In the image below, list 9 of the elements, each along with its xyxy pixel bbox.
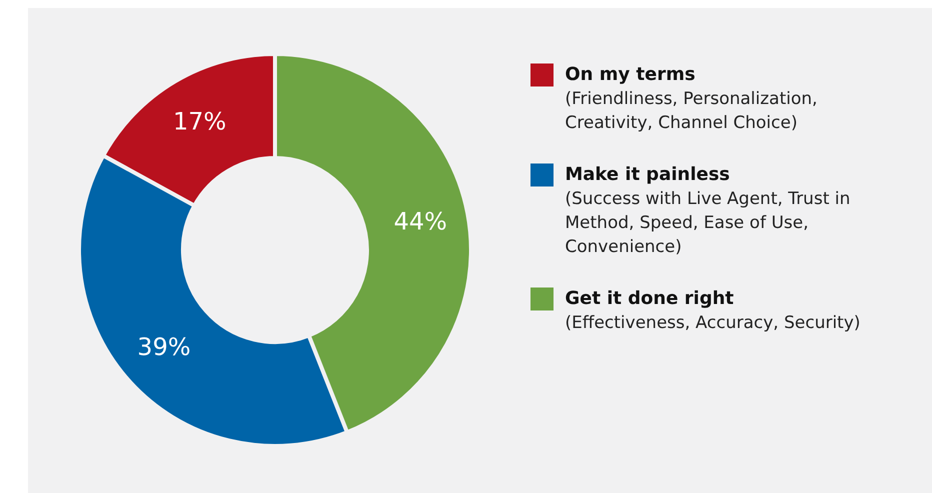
data-label: 39% <box>137 332 191 361</box>
text: (Effectiveness, Accuracy, Security) <box>565 313 860 333</box>
data-label: 44% <box>394 207 448 236</box>
legend-label: Get it done right <box>565 288 734 309</box>
data-label: 17% <box>172 108 226 136</box>
legend-label: On my terms <box>565 64 696 85</box>
legend-label: Make it painless <box>565 164 730 185</box>
text: (Friendliness, Personalization, Creativity, Channel Choice) <box>565 89 818 133</box>
text: (Success with Live Agent, Trust in Method, Speed, Ease of Use, Convenience) <box>565 189 850 257</box>
